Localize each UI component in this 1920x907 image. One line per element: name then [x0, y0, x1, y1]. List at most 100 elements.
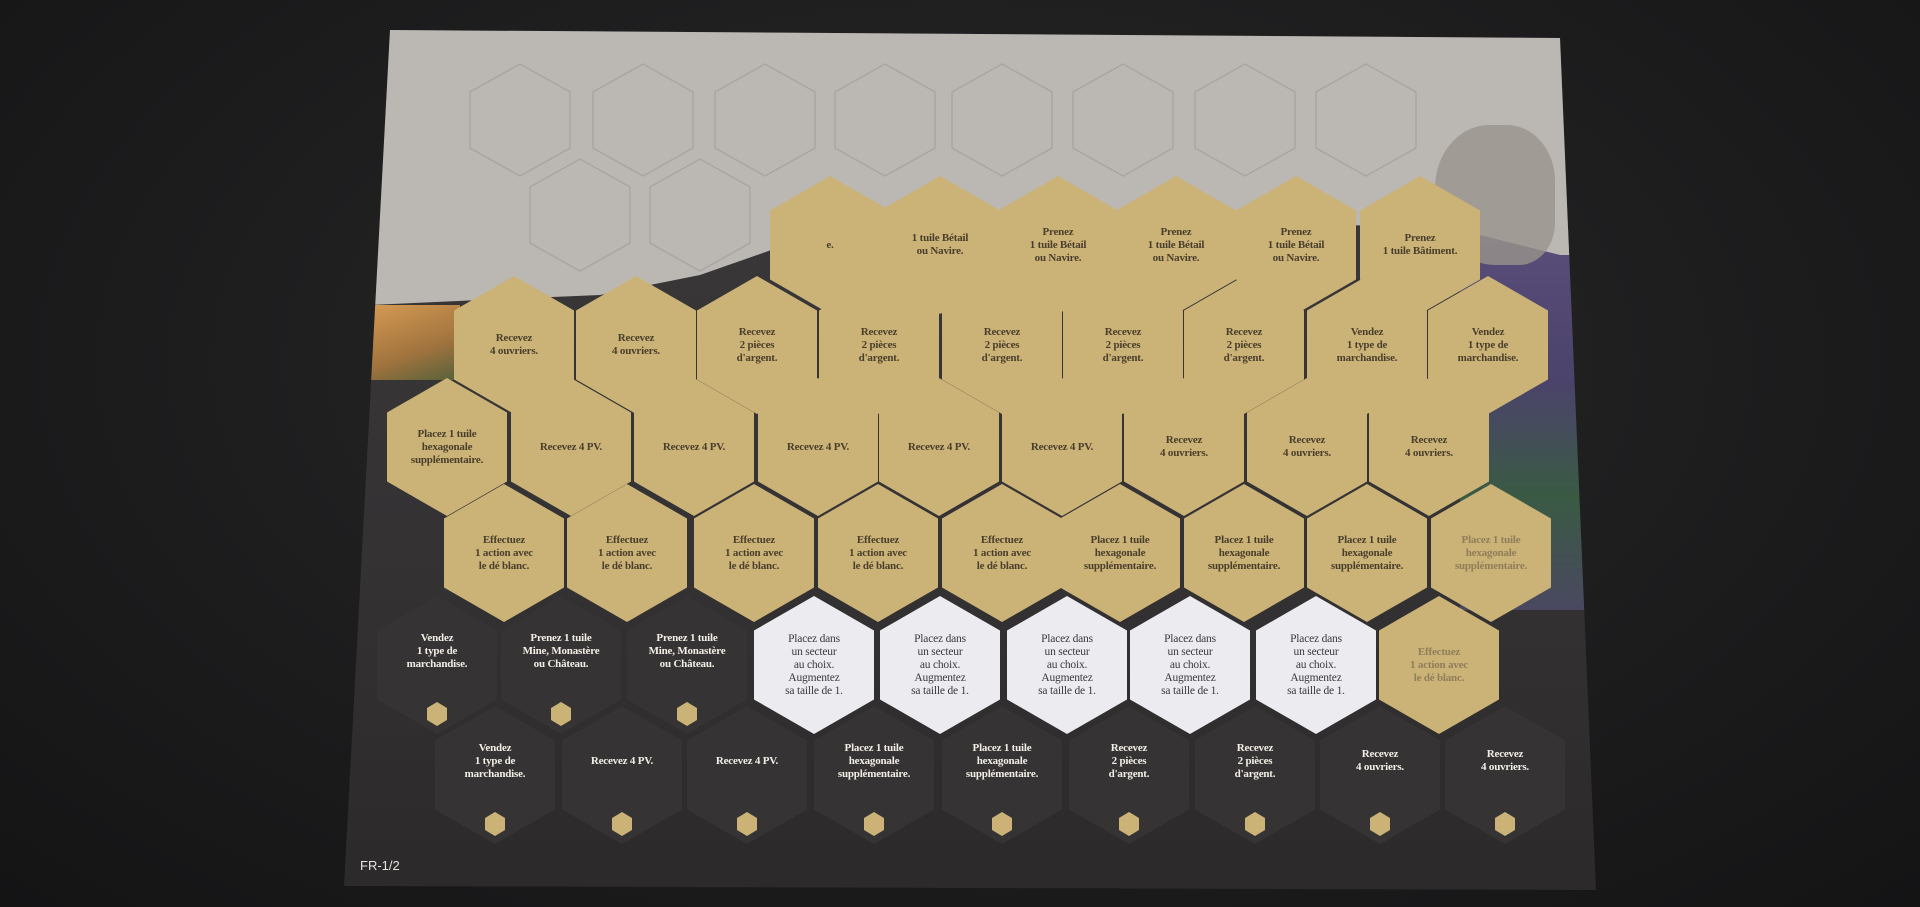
- tile-text: Placez 1 tuile hexagonale supplémentaire…: [410, 427, 484, 466]
- tile-text: Recevez 4 ouvriers.: [612, 332, 660, 357]
- tile-text: Recevez 4 PV.: [539, 440, 603, 453]
- gold-hex-marker-icon: [737, 812, 757, 836]
- hex-tile: Prenez 1 tuile Mine, Monastère ou Châtea…: [627, 596, 747, 734]
- hex-tile: Recevez 2 pièces d'argent.: [1195, 706, 1315, 844]
- tile-text: Recevez 4 ouvriers.: [1160, 434, 1208, 459]
- tile-text: Recevez 2 pièces d'argent.: [1102, 325, 1144, 364]
- hex-tile: Recevez 4 PV.: [687, 706, 807, 844]
- tile-text: Prenez 1 tuile Mine, Monastère ou Châtea…: [522, 631, 600, 670]
- artwork-left: [370, 305, 460, 380]
- tile-text: Recevez 2 pièces d'argent.: [1108, 741, 1150, 780]
- tile-text: Recevez 4 PV.: [907, 440, 971, 453]
- hex-tile: Recevez 4 ouvriers.: [1445, 706, 1565, 844]
- hex-tile: Recevez 4 PV.: [758, 378, 878, 516]
- hex-tile: Vendez 1 type de marchandise.: [435, 706, 555, 844]
- tile-text: Placez dans un secteur au choix. Augment…: [911, 632, 969, 697]
- hex-tile: Placez 1 tuile hexagonale supplémentaire…: [387, 378, 507, 516]
- punched-hex-outline: [529, 158, 631, 272]
- hex-tile: Recevez 4 PV.: [1002, 378, 1122, 516]
- hex-tile: Placez 1 tuile hexagonale supplémentaire…: [814, 706, 934, 844]
- tile-text: Recevez 2 pièces d'argent.: [736, 325, 778, 364]
- tile-text: Recevez 4 PV.: [590, 754, 654, 767]
- hex-tile: Recevez 4 ouvriers.: [1124, 378, 1244, 516]
- tile-text: Placez dans un secteur au choix. Augment…: [1287, 632, 1345, 697]
- gold-hex-marker-icon: [612, 812, 632, 836]
- tile-text: Vendez 1 type de marchandise.: [1336, 325, 1398, 364]
- hex-tile: Placez 1 tuile hexagonale supplémentaire…: [1184, 484, 1304, 622]
- hex-tile: Recevez 4 PV.: [879, 378, 999, 516]
- hex-tile: Recevez 4 ouvriers.: [1369, 378, 1489, 516]
- hex-tile: Recevez 4 PV.: [634, 378, 754, 516]
- gold-hex-marker-icon: [1495, 812, 1515, 836]
- hex-tile: Recevez 4 PV.: [511, 378, 631, 516]
- hex-tile: Recevez 4 PV.: [562, 706, 682, 844]
- hex-tile: Recevez 4 ouvriers.: [1247, 378, 1367, 516]
- hex-tile: Recevez 4 ouvriers.: [1320, 706, 1440, 844]
- tile-text: Placez 1 tuile hexagonale supplémentaire…: [1454, 533, 1528, 572]
- hex-tile: Effectuez 1 action avec le dé blanc.: [694, 484, 814, 622]
- tile-text: Recevez 2 pièces d'argent.: [1223, 325, 1265, 364]
- tile-text: Placez 1 tuile hexagonale supplémentaire…: [1083, 533, 1157, 572]
- tile-text: Placez 1 tuile hexagonale supplémentaire…: [1207, 533, 1281, 572]
- hex-tile: Placez dans un secteur au choix. Augment…: [880, 596, 1000, 734]
- tile-text: Effectuez 1 action avec le dé blanc.: [725, 533, 783, 572]
- punched-hex-outline: [834, 63, 936, 177]
- tile-text: Effectuez 1 action avec le dé blanc.: [598, 533, 656, 572]
- punched-hex-outline: [469, 63, 571, 177]
- hex-tile: Placez dans un secteur au choix. Augment…: [1256, 596, 1376, 734]
- punched-hex-outline: [1072, 63, 1174, 177]
- punched-hex-outline: [592, 63, 694, 177]
- tile-text: Recevez 4 PV.: [715, 754, 779, 767]
- hex-tile: Vendez 1 type de marchandise.: [377, 596, 497, 734]
- hex-tile: Placez dans un secteur au choix. Augment…: [1130, 596, 1250, 734]
- tile-text: Recevez 4 ouvriers.: [1356, 748, 1404, 773]
- tile-text: Placez dans un secteur au choix. Augment…: [1038, 632, 1096, 697]
- hex-tile: Effectuez 1 action avec le dé blanc.: [818, 484, 938, 622]
- tile-text: Prenez 1 tuile Mine, Monastère ou Châtea…: [648, 631, 726, 670]
- tile-text: Prenez 1 tuile Bétail ou Navire.: [1029, 225, 1087, 264]
- tile-text: Prenez 1 tuile Bétail ou Navire.: [1147, 225, 1205, 264]
- gold-hex-marker-icon: [1119, 812, 1139, 836]
- hex-tile: Placez 1 tuile hexagonale supplémentaire…: [1431, 484, 1551, 622]
- tile-text: Placez dans un secteur au choix. Augment…: [785, 632, 843, 697]
- tile-text: Recevez 4 PV.: [1030, 440, 1094, 453]
- punched-hex-outline: [1315, 63, 1417, 177]
- hex-tile: Effectuez 1 action avec le dé blanc.: [444, 484, 564, 622]
- gold-hex-marker-icon: [1245, 812, 1265, 836]
- tile-text: 1 tuile Bétail ou Navire.: [911, 232, 969, 257]
- gold-hex-marker-icon: [427, 702, 447, 726]
- tile-text: Effectuez 1 action avec le dé blanc.: [973, 533, 1031, 572]
- tile-text: Prenez 1 tuile Bétail ou Navire.: [1267, 225, 1325, 264]
- tile-text: Recevez 4 ouvriers.: [1283, 434, 1331, 459]
- gold-hex-marker-icon: [864, 812, 884, 836]
- hex-tile: Effectuez 1 action avec le dé blanc.: [567, 484, 687, 622]
- tile-text: e.: [826, 238, 834, 251]
- sheet-code: FR-1/2: [360, 858, 400, 873]
- tile-text: Recevez 2 pièces d'argent.: [858, 325, 900, 364]
- tile-text: Placez 1 tuile hexagonale supplémentaire…: [837, 741, 911, 780]
- hex-tile: Prenez 1 tuile Mine, Monastère ou Châtea…: [501, 596, 621, 734]
- tile-text: Recevez 2 pièces d'argent.: [1234, 741, 1276, 780]
- hex-tile: Placez 1 tuile hexagonale supplémentaire…: [1060, 484, 1180, 622]
- tile-text: Vendez 1 type de marchandise.: [1457, 325, 1519, 364]
- tile-text: Effectuez 1 action avec le dé blanc.: [475, 533, 533, 572]
- gold-hex-marker-icon: [992, 812, 1012, 836]
- gold-hex-marker-icon: [485, 812, 505, 836]
- hex-tile: Placez dans un secteur au choix. Augment…: [1007, 596, 1127, 734]
- tile-text: Recevez 4 PV.: [786, 440, 850, 453]
- tile-text: Vendez 1 type de marchandise.: [406, 631, 468, 670]
- tile-text: Placez 1 tuile hexagonale supplémentaire…: [1330, 533, 1404, 572]
- tile-text: Recevez 2 pièces d'argent.: [981, 325, 1023, 364]
- gold-hex-marker-icon: [1370, 812, 1390, 836]
- tile-text: Placez 1 tuile hexagonale supplémentaire…: [965, 741, 1039, 780]
- hex-tile: Placez dans un secteur au choix. Augment…: [754, 596, 874, 734]
- gold-hex-marker-icon: [551, 702, 571, 726]
- tile-text: Placez dans un secteur au choix. Augment…: [1161, 632, 1219, 697]
- hex-tile: Effectuez 1 action avec le dé blanc.: [942, 484, 1062, 622]
- tile-text: Recevez 4 ouvriers.: [1405, 434, 1453, 459]
- tile-text: Recevez 4 ouvriers.: [490, 332, 538, 357]
- punched-hex-outline: [1194, 63, 1296, 177]
- punched-hex-outline: [714, 63, 816, 177]
- hex-tile: Recevez 2 pièces d'argent.: [1069, 706, 1189, 844]
